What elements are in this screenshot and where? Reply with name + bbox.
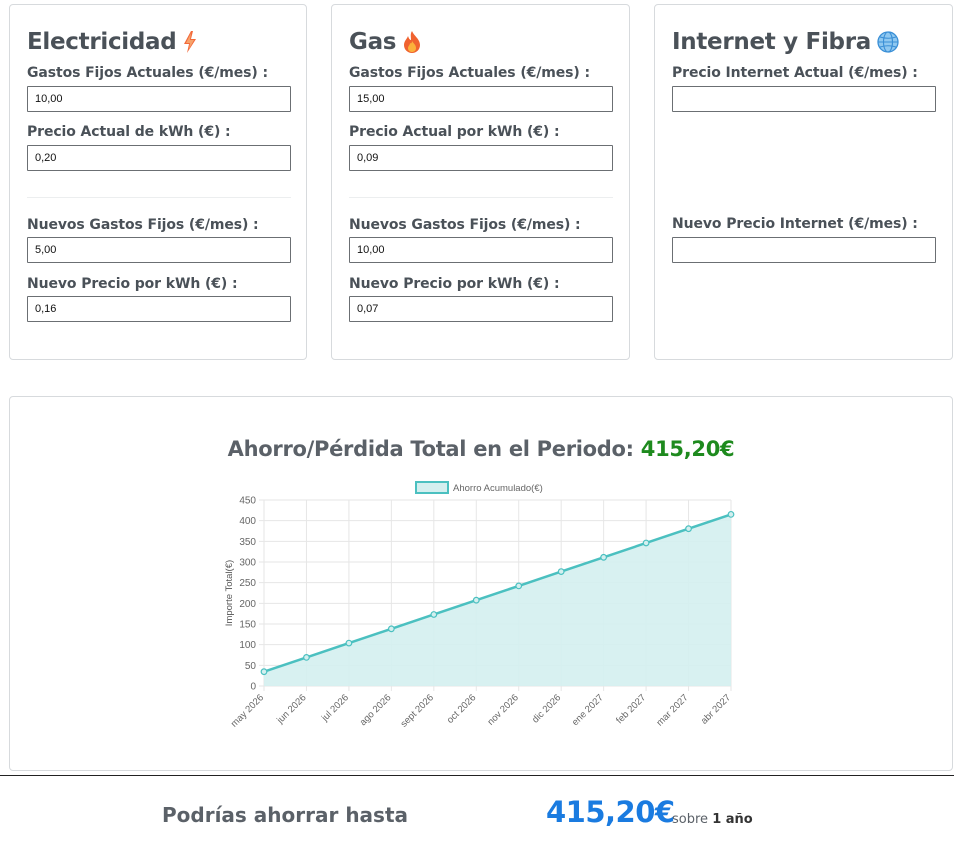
footer-period: sobre 1 año (672, 812, 753, 827)
data-point (727, 510, 735, 518)
x-tick-label: nov 2026 (485, 692, 520, 727)
x-tick-label: dic 2026 (530, 692, 563, 725)
current-price-input[interactable] (672, 86, 936, 112)
x-tick-label: ene 2027 (570, 692, 606, 728)
footer-label: Podrías ahorrar hasta (162, 803, 409, 827)
x-tick-label: abr 2027 (699, 692, 733, 726)
data-point (387, 625, 395, 633)
x-tick-label: jul 2026 (319, 692, 351, 724)
new-price-input[interactable] (672, 237, 936, 263)
new-fixed-label: Nuevos Gastos Fijos (€/mes) : (27, 217, 259, 233)
new-fixed-input[interactable]: 10,00 (349, 237, 613, 263)
new-kwh-label: Nuevo Precio por kWh (€) : (349, 276, 560, 292)
savings-chart: 0 50 100 150 200 250 300 350 400 450 may 2026 jun 2… (224, 481, 735, 730)
chart-total-value: 415,20€ (640, 437, 735, 461)
globe-icon (877, 31, 899, 53)
data-point (430, 611, 438, 618)
section-divider (349, 197, 613, 198)
current-fixed-label: Gastos Fijos Actuales (€/mes) : (349, 65, 590, 81)
data-point (515, 582, 523, 590)
gas-title: Gas (349, 29, 422, 55)
internet-title: Internet y Fibra (672, 29, 899, 55)
y-axis-title: Importe Total(€) (224, 560, 235, 626)
y-tick-label: 400 (239, 516, 256, 527)
x-tick-label: jun 2026 (274, 692, 308, 726)
chart-title: Ahorro/Pérdida Total en el Periodo: 415,… (227, 437, 735, 461)
y-tick-label: 200 (239, 599, 256, 610)
new-kwh-input[interactable]: 0,07 (349, 296, 613, 322)
new-fixed-input[interactable]: 5,00 (27, 237, 291, 263)
fire-icon (404, 31, 421, 53)
series-line (263, 513, 732, 673)
data-point (685, 525, 692, 533)
data-point (557, 568, 565, 575)
chart-card: Ahorro/Pérdida Total en el Periodo: 415,… (9, 396, 953, 771)
new-kwh-label: Nuevo Precio por kWh (€) : (27, 276, 238, 292)
current-kwh-label: Precio Actual de kWh (€) : (27, 124, 231, 140)
section-divider (27, 197, 291, 198)
gas-card: Gas Gastos Fijos Actuales (€/mes) : 15,0… (331, 4, 630, 360)
series-area (264, 514, 731, 686)
electricity-card: Electricidad Gastos Fijos Actuales (€/me… (9, 4, 307, 360)
x-tick-label: ago 2026 (358, 692, 394, 728)
y-tick-label: 250 (239, 578, 256, 589)
data-point (642, 539, 650, 547)
current-fixed-input[interactable]: 10,00 (27, 86, 291, 112)
x-tick-label: may 2026 (229, 692, 266, 729)
internet-card: Internet y Fibra Precio Internet Actual … (654, 4, 953, 360)
data-point (472, 596, 480, 604)
current-price-label: Precio Internet Actual (€/mes) : (672, 65, 918, 81)
footer-amount: 415,20€ (546, 795, 675, 829)
y-tick-label: 100 (239, 640, 256, 651)
data-point (303, 653, 310, 661)
data-point (345, 639, 353, 647)
new-price-label: Nuevo Precio Internet (€/mes) : (672, 216, 918, 232)
legend-swatch (415, 481, 449, 494)
y-tick-label: 350 (239, 537, 256, 548)
data-point (600, 553, 608, 561)
y-tick-label: 0 (250, 682, 256, 693)
current-kwh-input[interactable]: 0,09 (349, 145, 613, 171)
x-tick-label: feb 2027 (614, 692, 648, 726)
electricity-title: Electricidad (27, 29, 198, 55)
data-point (260, 668, 268, 676)
current-kwh-input[interactable]: 0,20 (27, 145, 291, 171)
lightning-icon (184, 31, 197, 53)
legend-label: Ahorro Acumulado(€) (453, 483, 543, 494)
x-tick-label: oct 2026 (445, 692, 479, 726)
new-fixed-label: Nuevos Gastos Fijos (€/mes) : (349, 217, 581, 233)
footer-divider (0, 775, 954, 776)
x-tick-label: mar 2027 (655, 692, 691, 728)
x-tick-label: sept 2026 (399, 692, 436, 729)
current-kwh-label: Precio Actual por kWh (€) : (349, 124, 560, 140)
new-kwh-input[interactable]: 0,16 (27, 296, 291, 322)
y-tick-label: 150 (239, 620, 256, 631)
y-tick-label: 450 (239, 496, 256, 507)
current-fixed-input[interactable]: 15,00 (349, 86, 613, 112)
y-tick-label: 300 (239, 558, 256, 569)
current-fixed-label: Gastos Fijos Actuales (€/mes) : (27, 65, 268, 81)
y-tick-label: 50 (245, 661, 257, 672)
